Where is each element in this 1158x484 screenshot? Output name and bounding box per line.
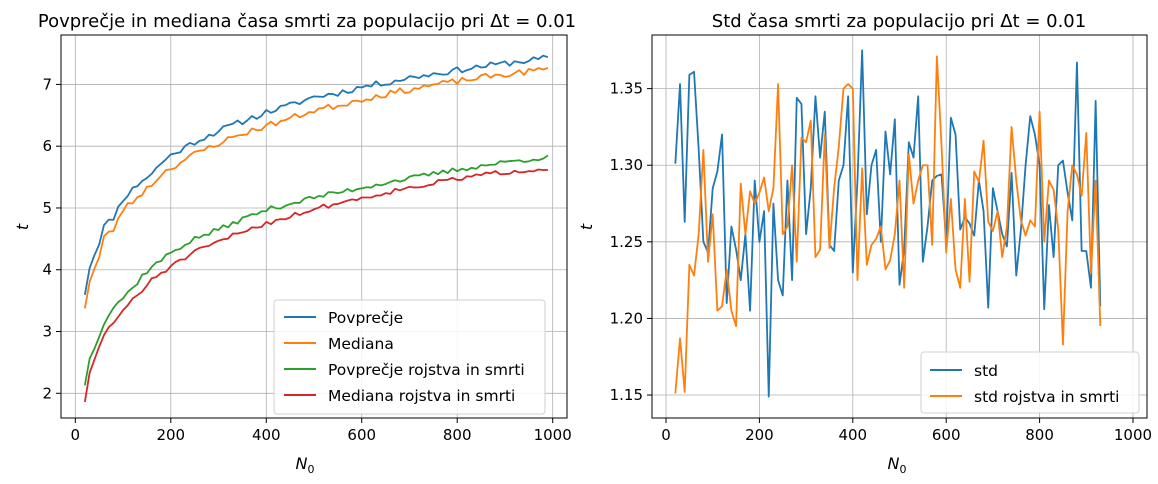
left-xtick-label-1000: 1000 <box>534 426 572 444</box>
right-xtick-label-200: 200 <box>745 426 774 444</box>
chart-left-plot-area <box>83 54 549 403</box>
left-series-line-1 <box>83 67 549 309</box>
legend-label-std: std <box>974 362 998 380</box>
chart-left-title: Povprečje in mediana časa smrti za popul… <box>38 11 576 32</box>
chart-left-ylabel: t <box>13 223 32 230</box>
chart-left-legend: Povprečje Mediana Povprečje rojstva in s… <box>273 299 546 415</box>
left-xtick-label-600: 600 <box>347 426 376 444</box>
chart-right-legend-box <box>920 351 1140 414</box>
left-xtick-label-0: 0 <box>71 426 81 444</box>
left-ytick-label-0: 2 <box>42 384 52 402</box>
chart-right-xlabel-main: N <box>888 454 900 473</box>
legend-label-povprecje: Povprečje <box>328 309 403 327</box>
chart-left-axes-frame <box>60 34 568 419</box>
left-ytick-label-1: 3 <box>42 323 52 341</box>
left-ytick-label-2: 4 <box>42 261 52 279</box>
chart-left-ticks: 0 200 400 600 800 1000 2 3 4 5 6 7 <box>42 75 571 444</box>
left-ytick-label-5: 7 <box>42 75 52 93</box>
chart-right-xlabel-sub: 0 <box>899 463 906 476</box>
right-series-line-0 <box>674 49 1102 398</box>
left-xtick-label-200: 200 <box>156 426 185 444</box>
left-xtick-label-800: 800 <box>443 426 472 444</box>
chart-right-ticks: 0 200 400 600 800 1000 1.15 1.20 1.25 1.30 1.35 <box>610 80 1152 444</box>
legend-label-std-rojstva: std rojstva in smrti <box>974 388 1119 406</box>
chart-right-title-math: Δt = 0.01 <box>1000 11 1086 32</box>
chart-left-xlabel: N0 <box>296 454 315 476</box>
chart-left-title-main: Povprečje in mediana časa smrti za popul… <box>38 11 490 32</box>
right-ytick-label-3: 1.30 <box>610 156 643 174</box>
chart-right: Std časa smrti za populacijo pri Δt = 0.… <box>577 11 1152 476</box>
left-ytick-label-3: 5 <box>42 199 52 217</box>
right-ytick-label-0: 1.15 <box>610 386 643 404</box>
legend-label-povprecje-rojstva: Povprečje rojstva in smrti <box>328 361 525 379</box>
chart-left-title-math: Δt = 0.01 <box>490 11 576 32</box>
left-series-line-2 <box>83 154 549 386</box>
chart-right-plot-area <box>674 49 1102 398</box>
right-series-line-1 <box>674 55 1102 394</box>
legend-label-mediana-rojstva: Mediana rojstva in smrti <box>328 387 515 405</box>
chart-right-xlabel: N0 <box>888 454 907 476</box>
chart-left-legend-box <box>273 299 546 415</box>
left-series-line-3 <box>83 168 548 403</box>
left-ytick-label-4: 6 <box>42 137 52 155</box>
left-series-line-0 <box>83 54 549 295</box>
chart-right-legend: std std rojstva in smrti <box>920 351 1140 414</box>
legend-label-mediana: Mediana <box>328 335 394 353</box>
chart-left-xlabel-sub: 0 <box>307 463 314 476</box>
right-xtick-label-1000: 1000 <box>1114 426 1152 444</box>
chart-right-axes-frame <box>651 34 1148 419</box>
right-ytick-label-4: 1.35 <box>610 80 643 98</box>
right-xtick-label-600: 600 <box>932 426 961 444</box>
chart-right-ylabel: t <box>577 223 596 230</box>
chart-right-title: Std časa smrti za populacijo pri Δt = 0.… <box>712 11 1086 32</box>
right-xtick-label-0: 0 <box>661 426 671 444</box>
chart-left: Povprečje in mediana časa smrti za popul… <box>13 11 576 476</box>
right-ytick-label-1: 1.20 <box>610 309 643 327</box>
right-ytick-label-2: 1.25 <box>610 233 643 251</box>
chart-left-xlabel-main: N <box>296 454 308 473</box>
right-xtick-label-400: 400 <box>838 426 867 444</box>
left-xtick-label-400: 400 <box>252 426 281 444</box>
chart-right-title-main: Std časa smrti za populacijo pri <box>712 11 1000 32</box>
right-xtick-label-800: 800 <box>1025 426 1054 444</box>
